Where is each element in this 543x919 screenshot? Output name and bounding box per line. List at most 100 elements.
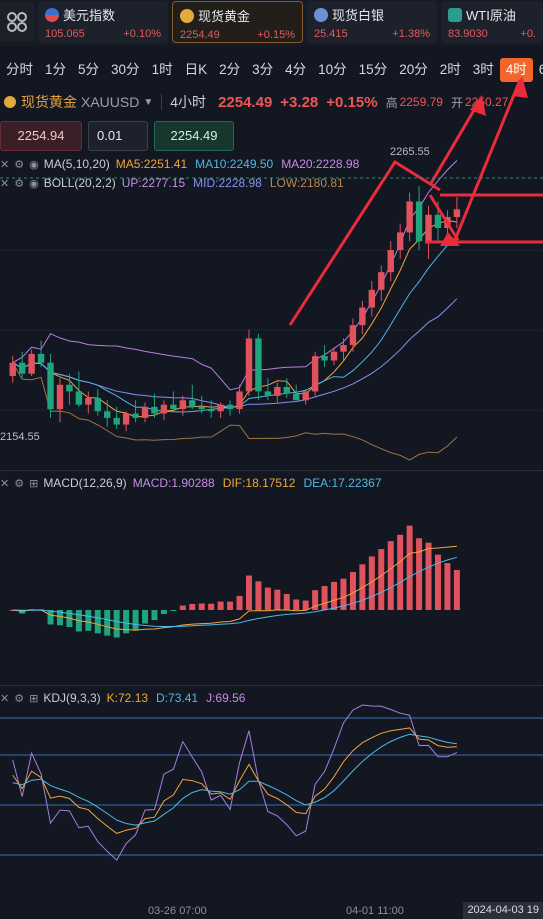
- open-label: 开: [450, 95, 463, 110]
- symbol-name[interactable]: 现货黄金: [21, 94, 77, 110]
- macd-bar: [397, 534, 404, 610]
- macd-bar: [151, 610, 158, 621]
- tab-period[interactable]: 10分: [318, 62, 347, 77]
- eye-icon[interactable]: ◉: [29, 177, 39, 190]
- candle-body: [340, 345, 347, 352]
- gear-icon[interactable]: ⚙: [14, 477, 25, 490]
- macd-bar: [19, 610, 26, 614]
- panel-separator: [0, 470, 543, 471]
- tab-period[interactable]: 分时: [6, 62, 33, 77]
- ticker-change: +0.: [520, 28, 536, 40]
- tab-period[interactable]: 日K: [184, 62, 208, 77]
- ticker-spot-gold[interactable]: 现货黄金 2254.49 +0.15%: [172, 1, 303, 43]
- macd-bar: [85, 610, 92, 631]
- add-icon[interactable]: ⊞: [29, 477, 39, 490]
- close-icon[interactable]: ✕: [0, 692, 10, 705]
- candle-body: [85, 398, 92, 405]
- tab-period[interactable]: 15分: [358, 62, 388, 77]
- current-time-label: 2024-04-03 19: [463, 902, 543, 919]
- d-line: [12, 733, 457, 826]
- ticker-price: 25.415: [314, 28, 348, 40]
- tab-period[interactable]: 6: [538, 62, 543, 77]
- candle-body: [113, 417, 120, 425]
- us-flag-icon: [45, 7, 59, 22]
- macd-bar: [274, 589, 281, 610]
- candle-body: [47, 362, 54, 410]
- dea-value: DEA:17.22367: [303, 476, 382, 490]
- candle-body: [66, 384, 73, 392]
- symbol-code[interactable]: XAUUSD: [81, 94, 140, 110]
- gear-icon[interactable]: ⚙: [14, 158, 25, 171]
- tab-period[interactable]: 2分: [219, 62, 241, 77]
- quantity-input[interactable]: 0.01: [88, 121, 148, 151]
- eye-icon[interactable]: ◉: [29, 158, 39, 171]
- gold-coin-icon: [4, 96, 16, 108]
- macd-bar: [293, 599, 300, 610]
- app-grid-button[interactable]: [0, 2, 34, 42]
- candle-body: [151, 406, 158, 414]
- candle-body: [434, 214, 442, 228]
- high-marker: 2265.55: [390, 146, 430, 158]
- boll-mid-value: MID:2228.98: [193, 176, 262, 190]
- macd-bar: [378, 549, 385, 610]
- ma-legend[interactable]: ✕ ⚙ ◉ MA(5,10,20) MA5:2251.41 MA10:2249.…: [0, 156, 359, 172]
- tab-period[interactable]: 4分: [285, 62, 307, 77]
- j-value: J:69.56: [206, 691, 246, 705]
- macd-bar: [453, 569, 460, 610]
- ticker-price: 83.9030: [448, 28, 488, 40]
- candle-body: [453, 209, 461, 217]
- macd-bar: [227, 601, 234, 610]
- sell-price-button[interactable]: 2254.94: [0, 121, 82, 151]
- boll-legend[interactable]: ✕ ⚙ ◉ BOLL(20,2,2) UP:2277.15 MID:2228.9…: [0, 175, 344, 191]
- add-icon[interactable]: ⊞: [29, 692, 39, 705]
- tab-period-active[interactable]: 4时: [499, 58, 533, 82]
- high-value: 2259.79: [399, 95, 443, 109]
- kdj-legend[interactable]: ✕ ⚙ ⊞ KDJ(9,3,3) K:72.13 D:73.41 J:69.56: [0, 690, 245, 706]
- caret-down-icon[interactable]: ▼: [143, 96, 154, 108]
- tab-period[interactable]: 5分: [78, 62, 100, 77]
- annotation-arrow: [428, 99, 482, 186]
- boll-low-line: [12, 362, 458, 461]
- timeframe-label[interactable]: 4小时: [170, 94, 207, 110]
- tab-period[interactable]: 3时: [472, 62, 494, 77]
- ticker-spot-silver[interactable]: 现货白银 25.415 +1.38%: [307, 1, 437, 43]
- close-icon[interactable]: ✕: [0, 477, 10, 490]
- tab-period[interactable]: 20分: [399, 62, 428, 77]
- ticker-wti-oil[interactable]: WTI原油 83.9030 +0.: [441, 1, 543, 43]
- close-icon[interactable]: ✕: [0, 158, 10, 171]
- macd-legend[interactable]: ✕ ⚙ ⊞ MACD(12,26,9) MACD:1.90288 DIF:18.…: [0, 475, 382, 491]
- boll-up-value: UP:2277.15: [121, 176, 186, 190]
- candle-body: [104, 411, 111, 418]
- candle-body: [415, 201, 423, 242]
- buy-price-button[interactable]: 2254.49: [154, 121, 234, 151]
- macd-bar: [283, 593, 290, 610]
- tab-period[interactable]: 1时: [151, 62, 173, 77]
- ticker-usd-index[interactable]: 美元指数 105.065 +0.10%: [38, 1, 168, 43]
- time-tick: 04-01 11:00: [346, 905, 404, 917]
- candle-body: [56, 384, 64, 410]
- ticker-price: 2254.49: [180, 29, 220, 41]
- candle-body: [132, 413, 139, 418]
- ma10-value: MA10:2249.50: [195, 157, 274, 171]
- tab-period[interactable]: 1分: [45, 62, 67, 77]
- gear-icon[interactable]: ⚙: [14, 177, 25, 190]
- price-change-percent: +0.15%: [326, 93, 378, 111]
- annotation-arrow-down: [428, 194, 460, 241]
- silver-coin-icon: [314, 7, 328, 22]
- candle-body: [236, 391, 243, 410]
- kdj-label: KDJ(9,3,3): [43, 691, 101, 705]
- tab-period[interactable]: 30分: [111, 62, 140, 77]
- macd-bar: [245, 575, 252, 610]
- tab-period[interactable]: 2时: [439, 62, 461, 77]
- ma20-value: MA20:2228.98: [281, 157, 360, 171]
- gear-icon[interactable]: ⚙: [14, 692, 25, 705]
- boll-label: BOLL(20,2,2): [43, 176, 116, 190]
- candle-body: [122, 413, 130, 425]
- tab-period[interactable]: 3分: [252, 62, 274, 77]
- close-icon[interactable]: ✕: [0, 177, 10, 190]
- candle-body: [9, 362, 16, 376]
- macd-bar: [406, 525, 413, 610]
- boll-low-value: LOW:2180.81: [269, 176, 344, 190]
- macd-bar: [349, 571, 356, 610]
